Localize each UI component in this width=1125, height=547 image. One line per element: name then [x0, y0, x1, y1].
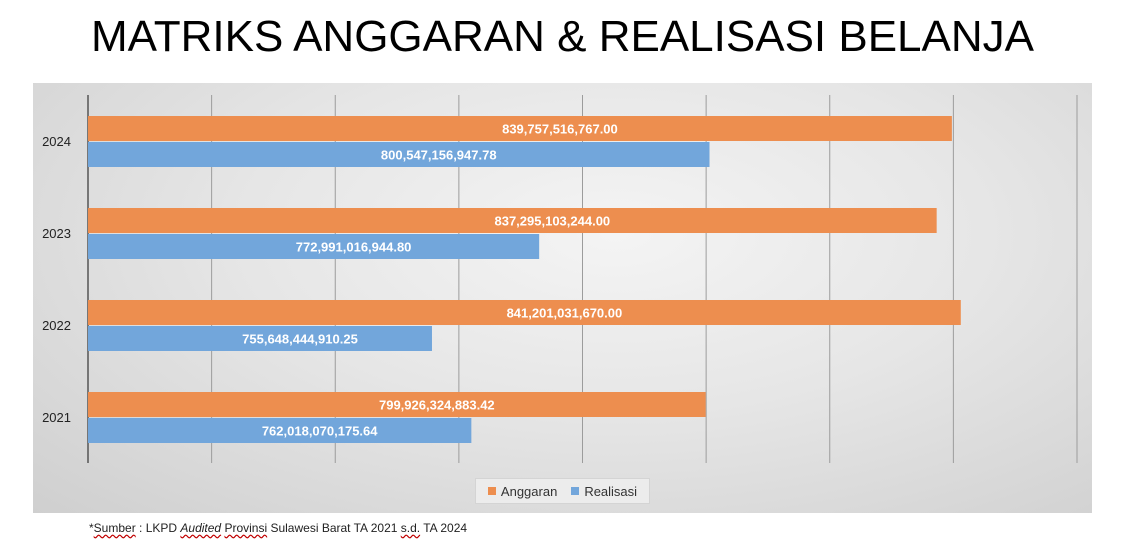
data-label-anggaran: 839,757,516,767.00 [502, 122, 618, 137]
legend-swatch-realisasi [571, 487, 580, 495]
source-footnote: *Sumber : LKPD Audited Provinsi Sulawesi… [89, 521, 468, 535]
y-tick-label: 2021 [42, 410, 71, 425]
bar-chart: 2024 839,757,516,767.00 800,547,156,947.78… [42, 95, 1078, 463]
chart-legend: Anggaran Realisasi [475, 478, 650, 504]
bar-realisasi [88, 326, 432, 351]
y-tick-label: 2023 [42, 226, 71, 241]
y-tick-label: 2022 [42, 318, 71, 333]
y-tick-label: 2024 [42, 134, 71, 149]
bar-realisasi [88, 234, 540, 259]
legend-swatch-anggaran [487, 487, 496, 495]
bar-anggaran [88, 116, 952, 141]
data-label-realisasi: 772,991,016,944.80 [296, 240, 412, 255]
data-label-realisasi: 762,018,070,175.64 [262, 424, 378, 439]
legend-item-realisasi: Realisasi [571, 484, 637, 499]
chart-area: 2024 839,757,516,767.00 800,547,156,947.78… [33, 83, 1092, 513]
data-label-anggaran: 841,201,031,670.00 [507, 306, 623, 321]
bar-anggaran [88, 392, 706, 417]
bar-anggaran [88, 300, 961, 325]
data-label-realisasi: 800,547,156,947.78 [381, 148, 497, 163]
legend-label-realisasi: Realisasi [584, 483, 638, 499]
legend-item-anggaran: Anggaran [487, 483, 558, 499]
bar-realisasi [88, 142, 710, 167]
data-label-anggaran: 799,926,324,883.42 [379, 398, 495, 413]
bar-realisasi [88, 418, 472, 443]
data-label-realisasi: 755,648,444,910.25 [242, 332, 358, 347]
page-title: MATRIKS ANGGARAN & REALISASI BELANJA [90, 12, 1034, 61]
legend-label-anggaran: Anggaran [500, 483, 558, 499]
data-label-anggaran: 837,295,103,244.00 [494, 214, 610, 229]
bar-anggaran [88, 208, 937, 233]
